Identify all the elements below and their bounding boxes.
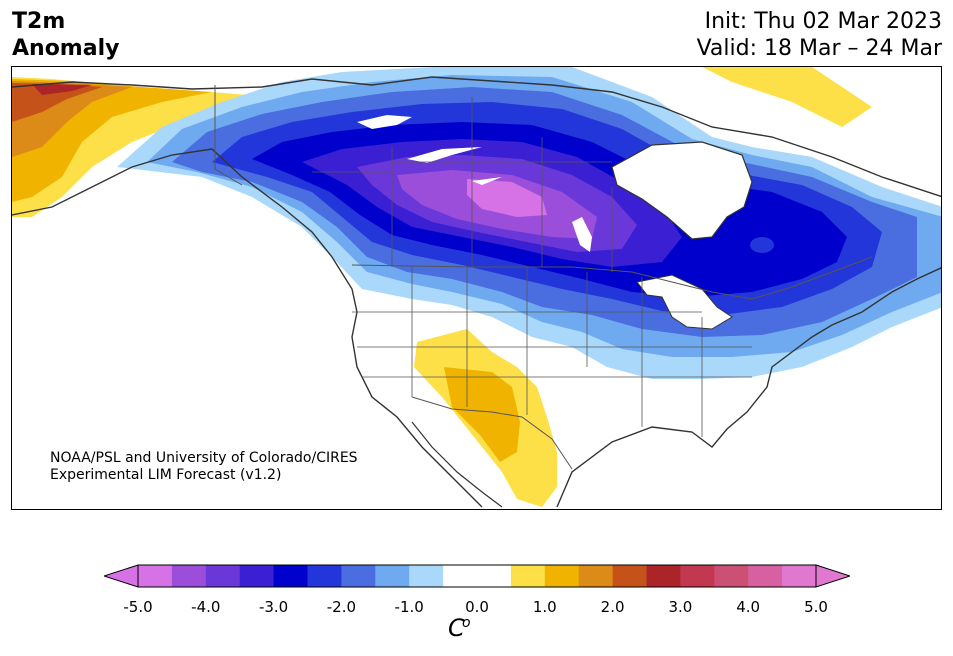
anomaly-map-svg bbox=[12, 67, 941, 508]
warm-anomaly-alaska-peak bbox=[12, 83, 102, 122]
great-slave-lake bbox=[407, 147, 482, 163]
warm-anomaly-greenland bbox=[702, 67, 872, 127]
colorbar-tick-label: 0.0 bbox=[465, 598, 489, 616]
colorbar-border bbox=[137, 564, 817, 588]
colorbar-tick-label: -2.0 bbox=[326, 598, 357, 616]
colorbar-segment bbox=[409, 565, 444, 587]
great-lakes bbox=[636, 274, 733, 330]
colorbar-segment bbox=[680, 565, 715, 587]
us-state-borders bbox=[352, 267, 752, 437]
canada-province-borders bbox=[312, 97, 613, 272]
baja-coast bbox=[411, 421, 503, 508]
unit-degree: o bbox=[462, 615, 471, 631]
colorbar-segment bbox=[646, 565, 681, 587]
colorbar-tick-label: -4.0 bbox=[191, 598, 221, 616]
colorbar-tick-label: -1.0 bbox=[394, 598, 424, 616]
lake-athabasca bbox=[472, 177, 502, 185]
colorbar-tick-label: -5.0 bbox=[123, 598, 153, 616]
colorbar-tick-label: 5.0 bbox=[804, 598, 828, 616]
colorbar-under-arrow bbox=[102, 564, 139, 588]
init-date: Init: Thu 02 Mar 2023 bbox=[704, 9, 942, 34]
colorbar-segment bbox=[748, 565, 783, 587]
colorbar-segment bbox=[171, 565, 207, 587]
valid-range: Valid: 18 Mar – 24 Mar bbox=[696, 36, 942, 61]
colorbar-segment bbox=[477, 565, 512, 587]
variable-label: T2m bbox=[12, 9, 66, 34]
quantity-label: Anomaly bbox=[12, 36, 120, 61]
us-canada-border bbox=[351, 256, 873, 300]
cold-anomaly-l9 bbox=[467, 179, 547, 217]
warm-anomaly-alaska-max bbox=[32, 84, 92, 95]
colorbar-segment bbox=[578, 565, 614, 587]
cold-anomaly-east-core bbox=[750, 237, 774, 253]
credit-line-2: Experimental LIM Forecast (v1.2) bbox=[50, 467, 282, 483]
colorbar-segment bbox=[205, 565, 241, 587]
anomaly-map: NOAA/PSL and University of Colorado/CIRE… bbox=[11, 66, 942, 510]
colorbar-segment bbox=[510, 565, 546, 587]
great-bear-lake bbox=[357, 115, 412, 129]
colorbar-tick-label: -3.0 bbox=[258, 598, 289, 616]
unit-letter: C bbox=[448, 614, 465, 642]
colorbar-tick-label: 3.0 bbox=[668, 598, 693, 616]
colorbar-svg bbox=[102, 564, 852, 588]
pacific-coast bbox=[12, 148, 483, 508]
data-credit: NOAA/PSL and University of Colorado/CIRE… bbox=[50, 450, 358, 484]
credit-line-1: NOAA/PSL and University of Colorado/CIRE… bbox=[50, 450, 358, 466]
colorbar-segment bbox=[307, 565, 342, 587]
colorbar-tick-label: 1.0 bbox=[532, 598, 557, 616]
colorbar-segment bbox=[443, 565, 478, 587]
colorbar-segment bbox=[612, 565, 647, 587]
colorbar-segment bbox=[714, 565, 749, 587]
colorbar-segment bbox=[375, 565, 410, 587]
alaska-canada-border bbox=[214, 85, 243, 186]
gulf-coast bbox=[556, 267, 941, 508]
colorbar-segment bbox=[782, 565, 817, 587]
hudson-bay bbox=[611, 141, 753, 240]
colorbar bbox=[102, 564, 852, 592]
map-title: T2m Anomaly bbox=[12, 8, 119, 62]
lake-winnipeg bbox=[572, 217, 592, 252]
colorbar-tick-label: 4.0 bbox=[736, 598, 761, 616]
colorbar-segment bbox=[273, 565, 308, 587]
colorbar-tick-label: 2.0 bbox=[600, 598, 625, 616]
colorbar-segment bbox=[138, 565, 173, 587]
colorbar-segment bbox=[544, 565, 580, 587]
colorbar-segment bbox=[341, 565, 376, 587]
warm-anomaly-southwest-mid bbox=[444, 367, 520, 462]
colorbar-segment bbox=[239, 565, 275, 587]
forecast-dates: Init: Thu 02 Mar 2023 Valid: 18 Mar – 24… bbox=[697, 8, 942, 62]
us-mexico-border bbox=[411, 396, 573, 470]
colorbar-over-arrow bbox=[815, 564, 852, 588]
arctic-coast bbox=[12, 76, 941, 198]
